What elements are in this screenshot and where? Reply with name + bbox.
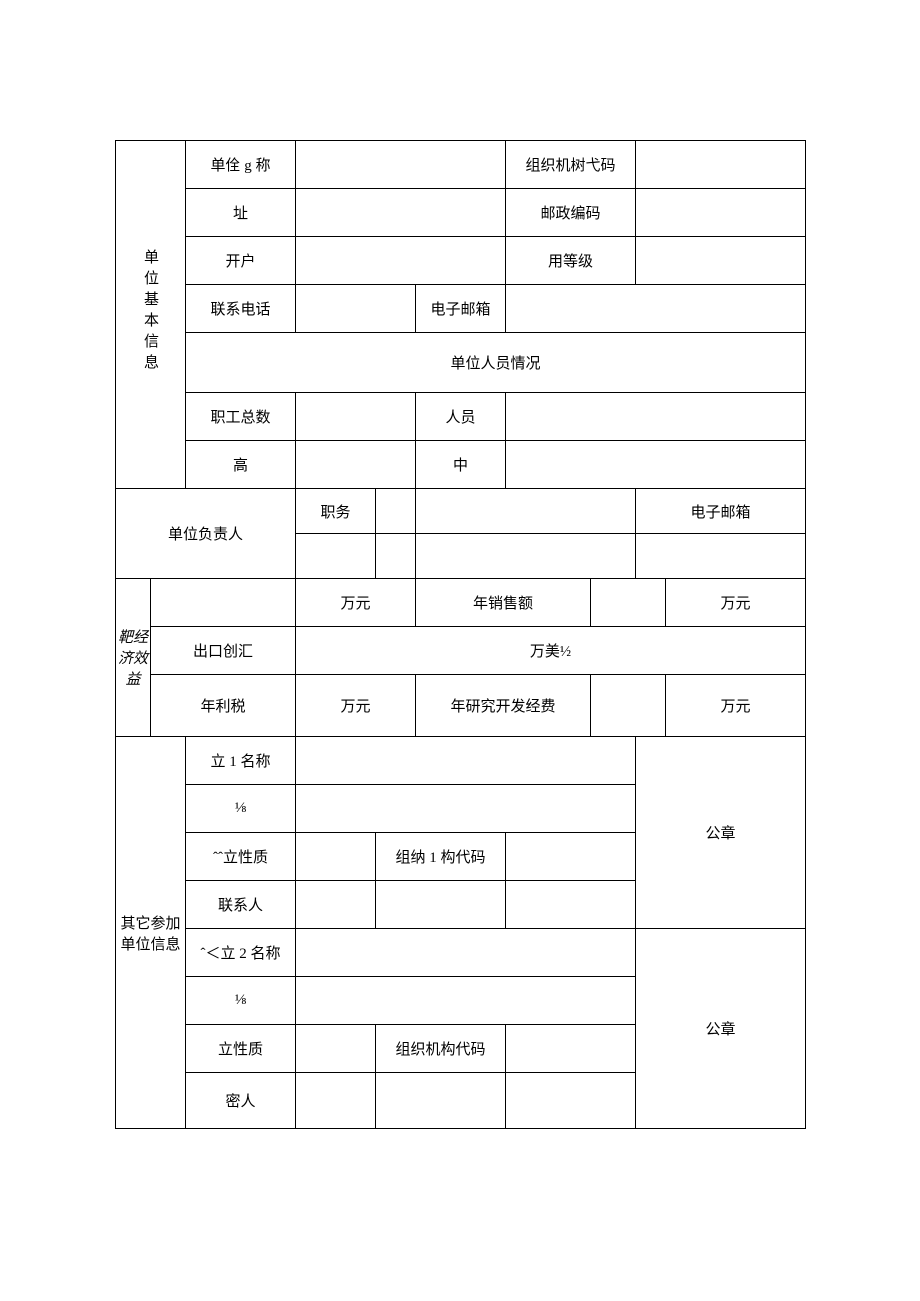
label-u2-seal: 公章 xyxy=(636,929,806,1129)
label-wan3: 万元 xyxy=(296,675,416,737)
label-postcode: 邮政编码 xyxy=(506,189,636,237)
form-table: 单位基本信息 单佺 g 称 组织机树弋码 址 邮政编码 开户 用等级 联系电话 … xyxy=(115,140,806,1129)
label-mid: 中 xyxy=(416,441,506,489)
input-u2-contact-c[interactable] xyxy=(506,1073,636,1129)
label-bank: 开户 xyxy=(186,237,296,285)
input-responsible-a[interactable] xyxy=(296,534,376,579)
input-u2-addr[interactable] xyxy=(296,977,636,1025)
label-personnel-count: 人员 xyxy=(416,393,506,441)
label-rd: 年研究开发经费 xyxy=(416,675,591,737)
input-u1-name[interactable] xyxy=(296,737,636,785)
input-phone[interactable] xyxy=(296,285,416,333)
input-postcode[interactable] xyxy=(636,189,806,237)
label-tax: 年利税 xyxy=(151,675,296,737)
input-u2-contact-a[interactable] xyxy=(296,1073,376,1129)
section2-heading: 单位负责人 xyxy=(116,489,296,579)
label-unit-name: 单佺 g 称 xyxy=(186,141,296,189)
label-export: 出口创汇 xyxy=(151,627,296,675)
label-u2-nature: 立性质 xyxy=(186,1025,296,1073)
label-u1-org: 组纳 1 构代码 xyxy=(376,833,506,881)
input-u1-addr[interactable] xyxy=(296,785,636,833)
label-personnel: 单位人员情况 xyxy=(186,333,806,393)
input-u1-org[interactable] xyxy=(506,833,636,881)
label-position: 职务 xyxy=(296,489,376,534)
input-staff-total[interactable] xyxy=(296,393,416,441)
input-u2-contact-b[interactable] xyxy=(376,1073,506,1129)
label-u1-nature: ˆˆ立性质 xyxy=(186,833,296,881)
label-sales: 年销售额 xyxy=(416,579,591,627)
label-phone: 联系电话 xyxy=(186,285,296,333)
label-org-code: 组织机树弋码 xyxy=(506,141,636,189)
input-responsible-b[interactable] xyxy=(376,534,416,579)
input-mid[interactable] xyxy=(506,441,806,489)
input-u1-contact-b[interactable] xyxy=(376,881,506,929)
label-email2: 电子邮箱 xyxy=(636,489,806,534)
label-u2-addr: ⅛ xyxy=(186,977,296,1025)
section4-heading: 其它参加单位信息 xyxy=(116,737,186,1129)
label-u1-addr: ⅛ xyxy=(186,785,296,833)
input-email[interactable] xyxy=(506,285,806,333)
input-org-code[interactable] xyxy=(636,141,806,189)
label-u2-org: 组织机构代码 xyxy=(376,1025,506,1073)
label-u2-name: ˆ＜立 2 名称 xyxy=(186,929,296,977)
input-u2-name[interactable] xyxy=(296,929,636,977)
input-personnel-count[interactable] xyxy=(506,393,806,441)
section1-heading: 单位基本信息 xyxy=(116,141,186,489)
label-usd: 万美½ xyxy=(296,627,806,675)
input-email2[interactable] xyxy=(636,534,806,579)
label-u1-contact: 联系人 xyxy=(186,881,296,929)
label-u1-name: 立 1 名称 xyxy=(186,737,296,785)
input-u2-nature[interactable] xyxy=(296,1025,376,1073)
input-rd[interactable] xyxy=(591,675,666,737)
input-econ-a[interactable] xyxy=(151,579,296,627)
label-wan2: 万元 xyxy=(666,579,806,627)
input-u1-contact-a[interactable] xyxy=(296,881,376,929)
input-position-b[interactable] xyxy=(416,489,636,534)
label-email: 电子邮箱 xyxy=(416,285,506,333)
input-responsible-c[interactable] xyxy=(416,534,636,579)
section3-heading: 靶经济效益 xyxy=(116,579,151,737)
input-unit-name[interactable] xyxy=(296,141,506,189)
input-address[interactable] xyxy=(296,189,506,237)
input-u1-contact-c[interactable] xyxy=(506,881,636,929)
input-sales[interactable] xyxy=(591,579,666,627)
label-u1-seal: 公章 xyxy=(636,737,806,929)
label-u2-contact: 密人 xyxy=(186,1073,296,1129)
label-address: 址 xyxy=(186,189,296,237)
input-position-a[interactable] xyxy=(376,489,416,534)
input-u1-nature[interactable] xyxy=(296,833,376,881)
input-credit-level[interactable] xyxy=(636,237,806,285)
input-senior[interactable] xyxy=(296,441,416,489)
input-bank[interactable] xyxy=(296,237,506,285)
label-wan1: 万元 xyxy=(296,579,416,627)
label-senior: 高 xyxy=(186,441,296,489)
input-u2-org[interactable] xyxy=(506,1025,636,1073)
label-wan4: 万元 xyxy=(666,675,806,737)
label-credit-level: 用等级 xyxy=(506,237,636,285)
label-staff-total: 职工总数 xyxy=(186,393,296,441)
